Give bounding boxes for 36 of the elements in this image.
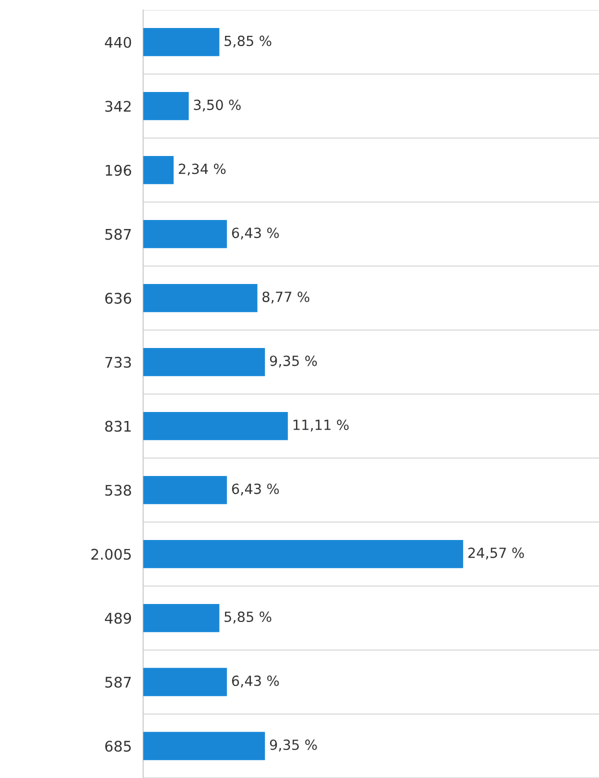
data-label: 11,11 %	[294, 420, 349, 432]
bar	[143, 156, 174, 184]
data-label: 9,35 %	[270, 356, 317, 368]
data-label: 3,50 %	[194, 100, 241, 112]
bar	[143, 668, 227, 696]
y-tick-label: 196	[106, 164, 132, 176]
data-label: 24,57 %	[468, 548, 524, 560]
bar	[143, 348, 265, 376]
data-label: 8,77 %	[262, 292, 310, 304]
bar	[143, 476, 227, 504]
y-tick-label: 538	[105, 484, 132, 496]
y-tick-label: 587	[105, 228, 131, 240]
bar	[143, 732, 265, 760]
bar	[143, 540, 464, 568]
data-label: 9,35 %	[270, 740, 317, 752]
data-label: 2,34 %	[178, 164, 226, 176]
y-tick-label: 831	[105, 420, 131, 432]
bar	[143, 28, 220, 56]
bar	[143, 604, 220, 632]
y-tick-label: 2.005	[91, 548, 131, 560]
y-tick-label: 440	[104, 36, 132, 48]
y-tick-label: 733	[105, 356, 131, 368]
data-label: 5,85 %	[224, 612, 272, 624]
bar	[143, 92, 189, 120]
data-label: 5,85 %	[224, 36, 272, 48]
y-tick-label: 685	[105, 740, 131, 752]
bar	[143, 412, 288, 440]
y-tick-label: 636	[105, 292, 132, 304]
bar	[143, 284, 258, 312]
data-label: 6,43 %	[232, 484, 279, 496]
y-tick-label: 587	[105, 676, 131, 688]
y-tick-label: 489	[104, 612, 132, 624]
bar	[143, 220, 227, 248]
y-tick-label: 342	[105, 100, 131, 112]
data-label: 6,43 %	[232, 676, 279, 688]
data-label: 6,43 %	[232, 228, 279, 240]
